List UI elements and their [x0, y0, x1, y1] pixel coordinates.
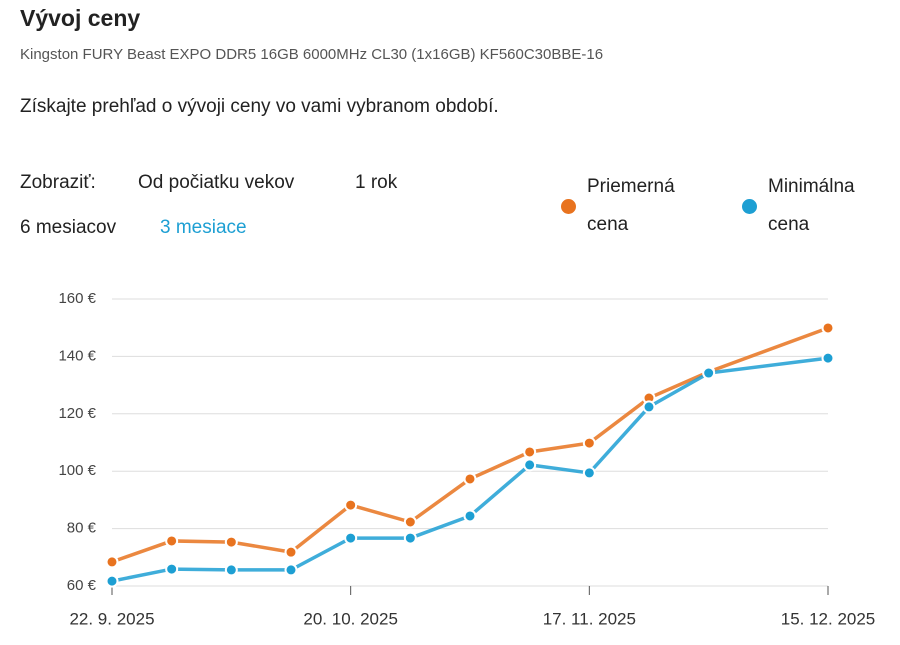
data-point — [523, 445, 537, 459]
x-tick-label: 15. 12. 2025 — [781, 609, 876, 628]
filter-option[interactable]: 6 mesiacov — [20, 217, 117, 238]
data-point — [821, 351, 835, 365]
subtitle: Kingston FURY Beast EXPO DDR5 16GB 6000M… — [20, 46, 604, 63]
data-point — [582, 436, 596, 450]
data-point — [403, 515, 417, 529]
y-tick-label: 160 € — [58, 290, 96, 307]
y-tick-label: 60 € — [67, 577, 97, 594]
data-point — [165, 534, 179, 548]
y-tick-label: 140 € — [58, 347, 96, 364]
y-tick-label: 120 € — [58, 405, 96, 422]
data-point — [582, 466, 596, 480]
x-tick-label: 20. 10. 2025 — [303, 609, 398, 628]
series-line — [111, 326, 829, 564]
data-point — [165, 562, 179, 576]
x-tick-label: 22. 9. 2025 — [69, 609, 154, 628]
title: Vývoj ceny — [20, 5, 141, 31]
filter-option[interactable]: 3 mesiace — [160, 217, 247, 238]
data-point — [224, 535, 238, 549]
data-point — [224, 563, 238, 577]
data-point — [344, 498, 358, 512]
data-point — [702, 366, 716, 380]
data-point — [105, 574, 119, 588]
legend-marker — [742, 199, 757, 214]
legend-entry[interactable]: Priemerná cena — [587, 176, 675, 235]
data-point — [523, 458, 537, 472]
description: Získajte prehľad o vývoji ceny vo vami v… — [20, 96, 499, 117]
data-point — [463, 509, 477, 523]
y-tick-label: 80 € — [67, 520, 97, 537]
filter-label: Zobraziť: — [20, 172, 96, 193]
filter-option[interactable]: Od počiatku vekov — [138, 172, 295, 193]
data-point — [463, 472, 477, 486]
legend-marker — [561, 199, 576, 214]
data-point — [105, 555, 119, 569]
series-line — [111, 356, 829, 583]
data-point — [403, 531, 417, 545]
filter-option[interactable]: 1 rok — [355, 172, 398, 193]
data-point — [642, 400, 656, 414]
data-point — [284, 563, 298, 577]
x-tick-label: 17. 11. 2025 — [543, 609, 636, 628]
data-point — [284, 545, 298, 559]
data-point — [344, 531, 358, 545]
data-point — [821, 321, 835, 335]
y-tick-label: 100 € — [58, 462, 96, 479]
legend-entry[interactable]: Minimálna cena — [768, 176, 855, 235]
